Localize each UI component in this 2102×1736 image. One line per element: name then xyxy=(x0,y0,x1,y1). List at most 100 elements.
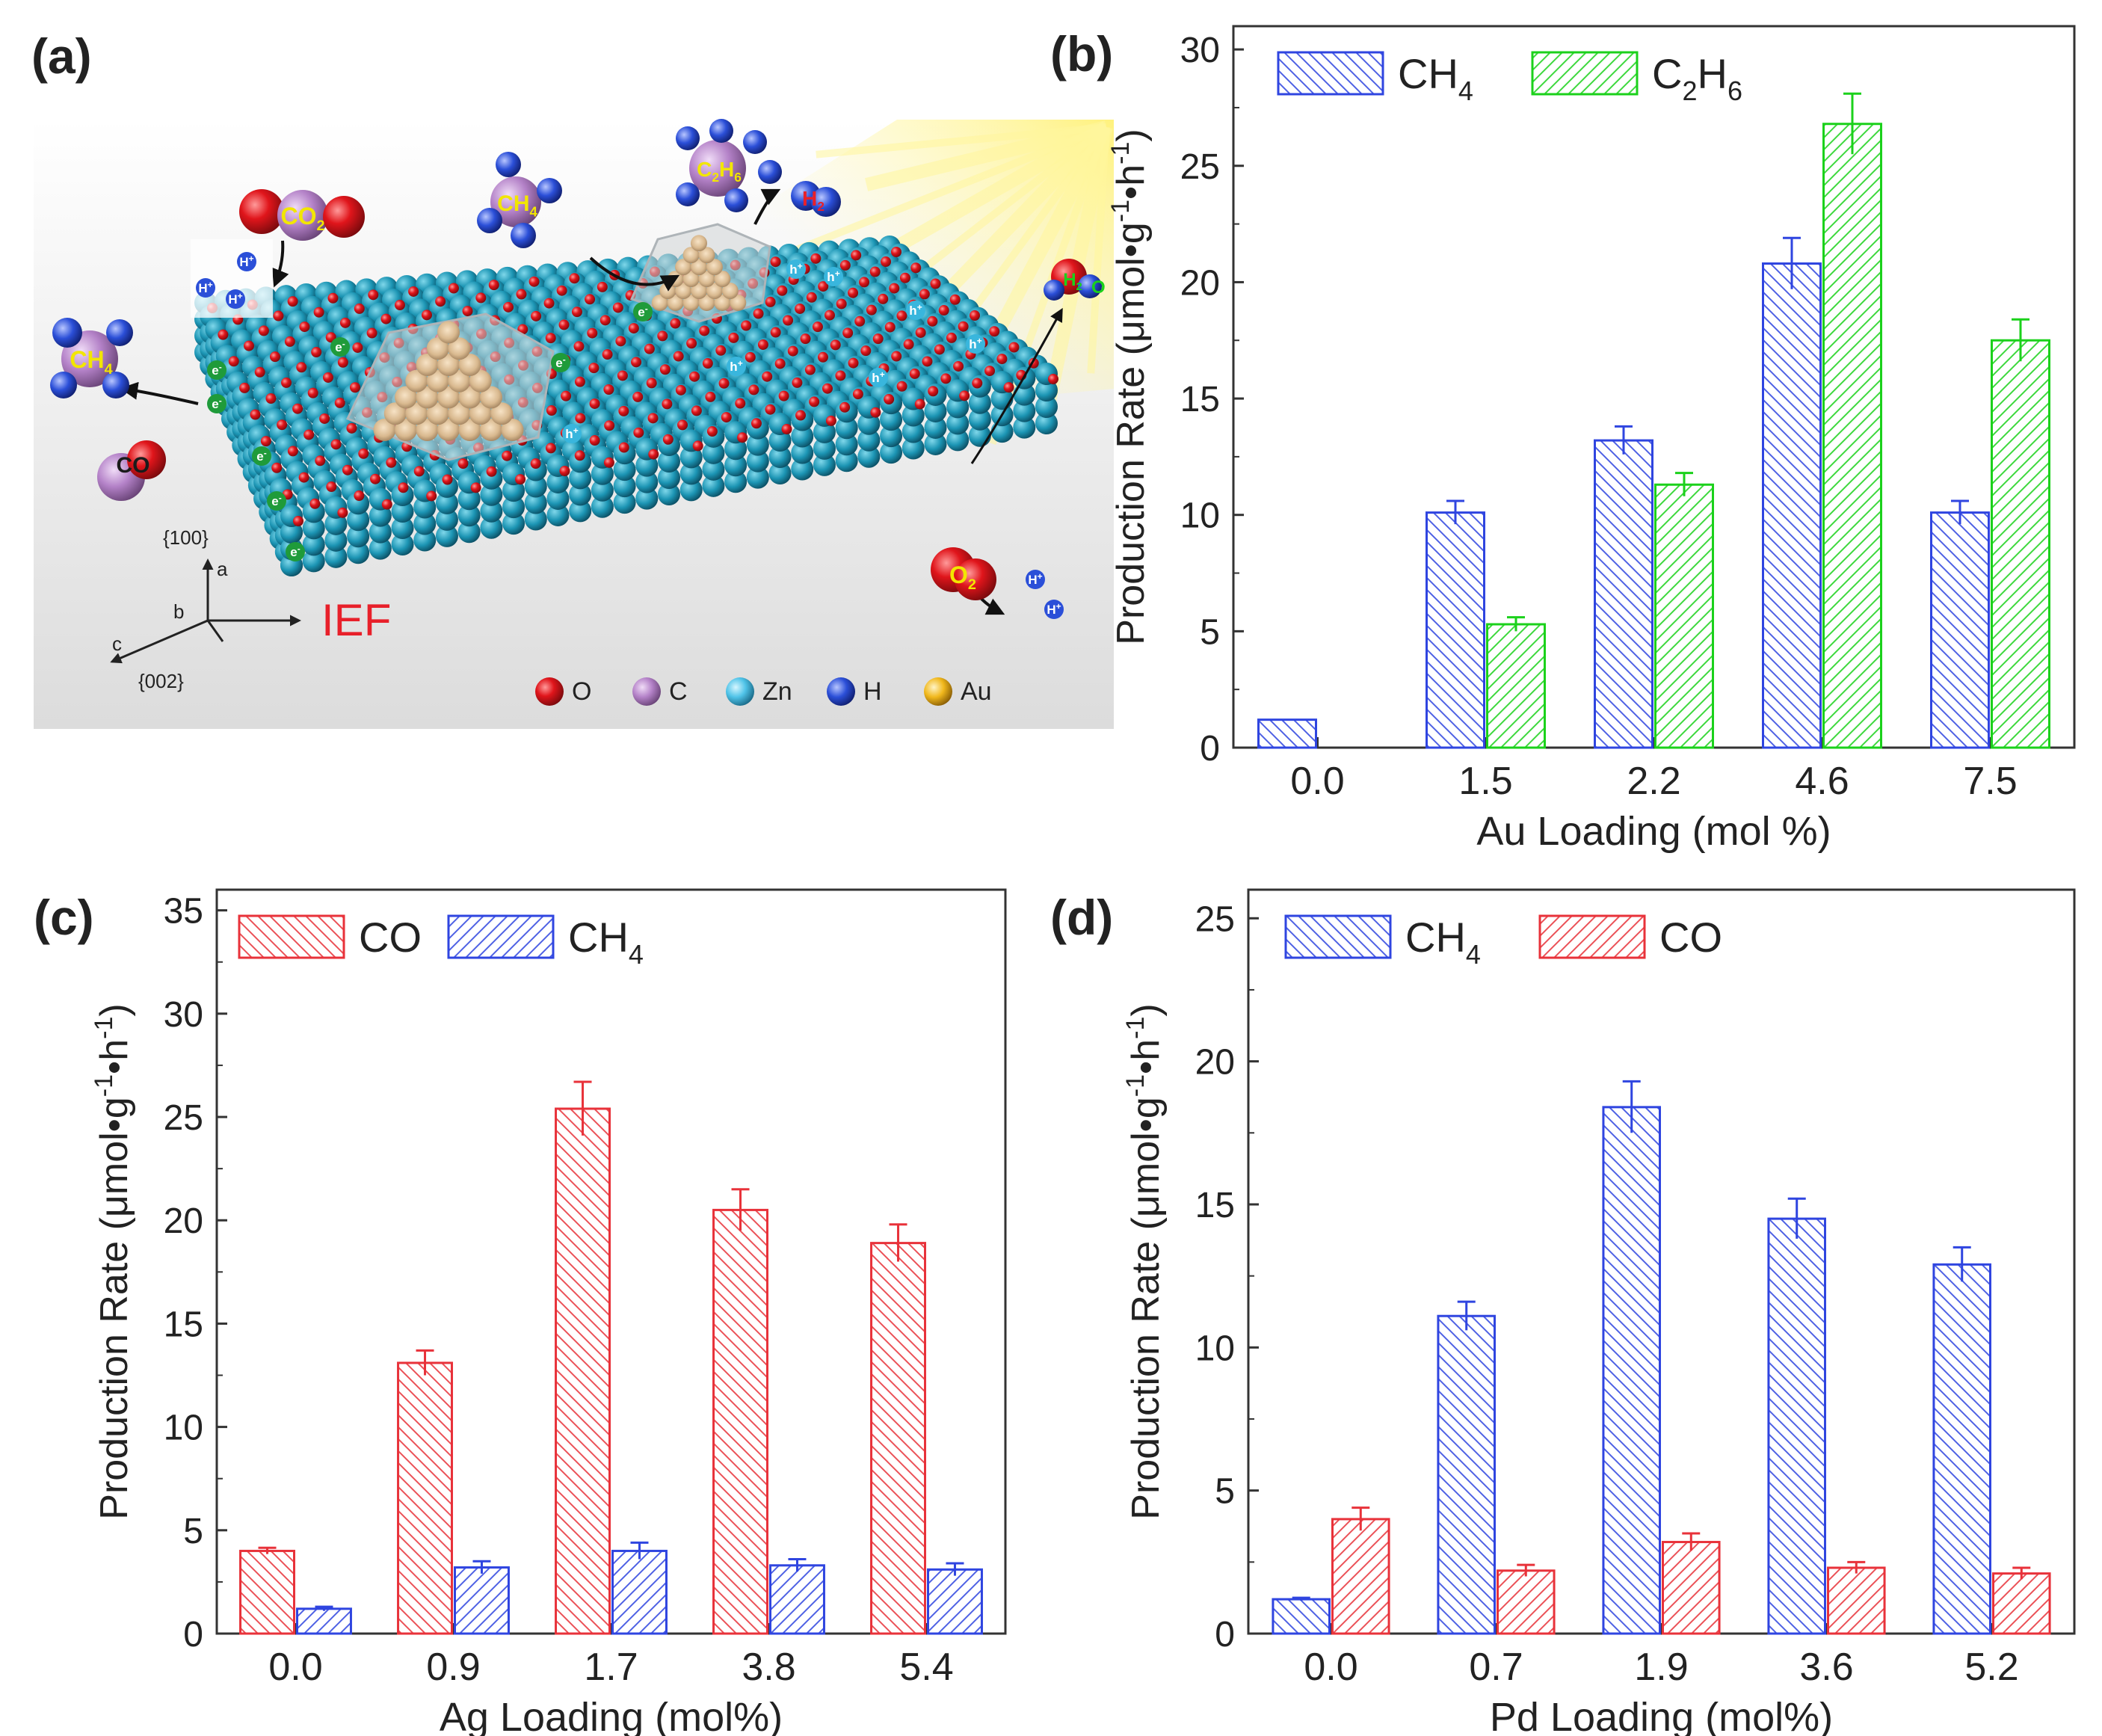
h2o-molecule-label-o: O xyxy=(1091,277,1106,298)
x-tick-label: 5.2 xyxy=(1964,1646,2018,1689)
chart-d: (d) 0 5 10 15 20 25 0.0 0.7 1.9 3.6 5.2 Pd Loading (… xyxy=(1050,888,2076,1736)
h2o-molecule-label: H2 xyxy=(1063,270,1082,293)
x-axis-title: Au Loading (mol %) xyxy=(1476,809,1831,854)
hole: h+ xyxy=(906,301,925,320)
error-bar xyxy=(1951,499,1969,525)
y-axis-title: Production Rate (μmol•g-1•h-1) xyxy=(1121,1003,1168,1519)
bar-co xyxy=(555,1107,611,1635)
error-bar xyxy=(1615,425,1633,455)
error-bar xyxy=(1292,1596,1310,1601)
proton: H+ xyxy=(1026,570,1045,589)
y-tick-label: 15 xyxy=(164,1305,203,1344)
atom-legend-item: C xyxy=(632,677,688,706)
proton: H+ xyxy=(196,278,215,298)
proton: H+ xyxy=(237,252,256,271)
legend-swatch-ch4 xyxy=(447,914,555,959)
error-bar xyxy=(731,1188,750,1231)
y-tick-label: 20 xyxy=(1180,263,1220,303)
error-bar xyxy=(2012,318,2029,362)
x-axis-title: Ag Loading (mol%) xyxy=(440,1695,783,1736)
proton-label: H+ xyxy=(239,253,253,269)
y-tick-label: 10 xyxy=(1195,1329,1235,1368)
x-tick-label: 1.5 xyxy=(1458,760,1512,803)
bar-ch4 xyxy=(1602,1106,1661,1635)
x-tick-label: 0.0 xyxy=(1304,1646,1357,1689)
axis-a-label: a xyxy=(217,558,228,580)
atom-legend-item: Au xyxy=(924,677,992,706)
error-bar xyxy=(1783,236,1801,289)
hole-label: h+ xyxy=(827,268,839,284)
ch4-molecule-top: CH4 xyxy=(477,152,562,248)
error-bar xyxy=(1847,1560,1866,1574)
chart-c: (c) 0 5 10 15 20 25 30 35 0.0 0.9 1.7 3.8 5.4 Ag Loadi… xyxy=(34,888,1007,1736)
bar-co xyxy=(1992,1572,2051,1635)
x-tick-label: 5.4 xyxy=(899,1646,953,1689)
y-tick-label: 20 xyxy=(1195,1043,1235,1083)
x-tick-label: 4.6 xyxy=(1795,760,1849,803)
bar-ch4 xyxy=(1257,718,1317,749)
c2h6-molecule-label: C2H6 xyxy=(697,158,742,185)
x-tick-label: 0.0 xyxy=(1290,760,1344,803)
error-bar xyxy=(416,1349,434,1376)
electron-label: e- xyxy=(290,544,300,559)
error-bar xyxy=(1843,92,1861,155)
panel-c-label: (c) xyxy=(34,890,94,945)
error-bar xyxy=(315,1605,333,1611)
bar-co xyxy=(1662,1541,1721,1635)
bar-ch4 xyxy=(1762,262,1822,749)
y-tick-label: 5 xyxy=(183,1512,203,1551)
atom-legend: O C Zn H Au xyxy=(535,677,992,706)
atom-legend-label: O xyxy=(572,677,591,706)
co-molecule: CO xyxy=(97,440,166,501)
x-tick-label: 1.9 xyxy=(1634,1646,1688,1689)
co2-molecule: CO2 xyxy=(239,189,365,241)
bar-ch4 xyxy=(611,1549,668,1635)
y-axis-title: Production Rate (μmol•g-1•h-1) xyxy=(1106,129,1153,644)
legend-swatch-co xyxy=(238,914,345,959)
hole-label: h+ xyxy=(565,425,578,441)
y-tick-label: 30 xyxy=(1180,31,1220,70)
co2-molecule-label: CO2 xyxy=(280,203,324,234)
y-tick-label: 10 xyxy=(164,1409,203,1448)
y-tick-label: 30 xyxy=(164,995,203,1035)
y-tick-label: 25 xyxy=(164,1098,203,1138)
x-tick-label: 3.6 xyxy=(1799,1646,1853,1689)
legend-swatch-ch4 xyxy=(1277,51,1384,96)
atom-legend-label: H xyxy=(863,677,882,706)
bar-co xyxy=(1331,1518,1390,1635)
legend-swatch-ch4 xyxy=(1284,914,1392,959)
y-tick-label: 0 xyxy=(1215,1615,1235,1655)
bar-ch4 xyxy=(1767,1217,1826,1635)
error-bar xyxy=(258,1546,277,1554)
proton-label: H+ xyxy=(198,280,212,295)
y-tick-label: 35 xyxy=(164,892,203,932)
electron: e- xyxy=(207,394,226,413)
electron-label: e- xyxy=(271,493,281,508)
au-nanoparticle-large xyxy=(345,313,555,461)
electron: e- xyxy=(551,353,570,372)
bar-ch4 xyxy=(1932,1263,1991,1635)
molecules-group: CO2 CH4 C2H6 H2 CH4 CO H2 O O2 xyxy=(50,119,1106,600)
facet-100-label: {100} xyxy=(163,526,209,549)
y-axis-title: Production Rate (μmol•g-1•h-1) xyxy=(90,1003,136,1519)
h2-molecule: H2 xyxy=(791,181,841,217)
bar-c2h6 xyxy=(1486,623,1546,749)
co2-in-arrow xyxy=(271,240,289,288)
atom-legend-item: O xyxy=(535,677,591,706)
atom-legend-label: C xyxy=(669,677,688,706)
y-tick-label: 10 xyxy=(1180,496,1220,536)
bar-ch4 xyxy=(1426,511,1485,749)
hole: h+ xyxy=(727,357,746,376)
proton-label: H+ xyxy=(228,291,242,307)
hole-label: h+ xyxy=(969,336,981,351)
error-bar xyxy=(2012,1566,2031,1580)
h2-molecule-label: H2 xyxy=(802,187,825,214)
error-bar xyxy=(472,1560,491,1574)
error-bar xyxy=(946,1562,964,1576)
axis-c-label: c xyxy=(112,632,122,655)
legend-label-co: CO xyxy=(359,914,422,961)
error-bar xyxy=(1682,1532,1701,1551)
products-out-arrow xyxy=(120,381,199,405)
electron-label: e- xyxy=(212,362,221,378)
